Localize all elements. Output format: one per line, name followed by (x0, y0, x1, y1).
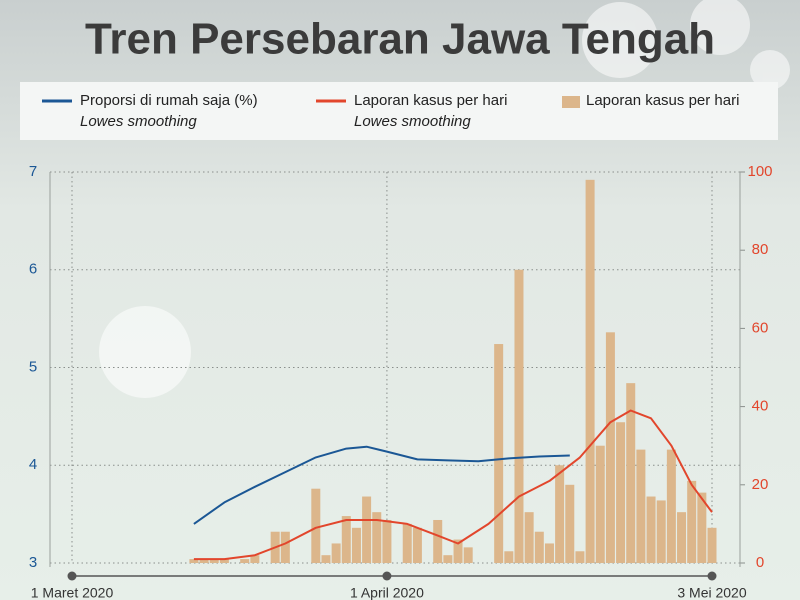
bar (453, 539, 463, 563)
bar (605, 332, 615, 563)
bar (514, 269, 524, 563)
bar (443, 555, 453, 563)
legend (20, 82, 778, 140)
bar (362, 496, 372, 563)
bar (219, 559, 229, 563)
bar (209, 559, 219, 563)
y2-tick-label: 100 (747, 163, 772, 180)
legend-note: Lowes smoothing (80, 113, 197, 130)
bar (250, 555, 260, 563)
bar (240, 559, 250, 563)
bar (504, 551, 514, 563)
y-tick-label: 3 (29, 554, 37, 571)
y-tick-label: 6 (29, 261, 37, 278)
bar (351, 527, 361, 563)
bar (697, 492, 707, 563)
bar (372, 512, 382, 563)
bar (494, 344, 504, 563)
bar (565, 484, 575, 563)
bar (280, 531, 290, 563)
bar (585, 179, 595, 563)
bar (575, 551, 585, 563)
y2-tick-label: 80 (752, 241, 769, 258)
legend-label: Laporan kasus per hari (586, 92, 739, 109)
bar (687, 480, 697, 563)
decoration (99, 0, 790, 398)
bar (189, 559, 199, 563)
x-tick (382, 571, 392, 581)
y2-tick-label: 20 (752, 476, 769, 493)
x-tick-label: 1 April 2020 (350, 585, 424, 600)
bar (626, 383, 636, 563)
bar (199, 559, 209, 563)
bar (341, 516, 351, 563)
line (193, 409, 713, 561)
bar (544, 543, 554, 563)
bar (636, 449, 646, 563)
chart-title: Tren Persebaran Jawa Tengah (85, 15, 715, 64)
y2-tick-label: 60 (752, 319, 769, 336)
bar (331, 543, 341, 563)
y-tick-label: 5 (29, 358, 37, 375)
bar (646, 496, 656, 563)
legend-swatch (562, 96, 580, 108)
x-tick (707, 571, 717, 581)
legend-note: Lowes smoothing (354, 113, 471, 130)
bar (656, 500, 666, 563)
y2-tick-label: 0 (756, 554, 764, 571)
line (193, 445, 570, 525)
x-tick-label: 1 Maret 2020 (31, 585, 114, 600)
bar (616, 422, 626, 563)
bar (707, 527, 717, 563)
bar (433, 519, 443, 563)
legend-label: Proporsi di rumah saja (%) (80, 92, 258, 109)
bar (311, 488, 321, 563)
x-tick (67, 571, 77, 581)
legend-label: Laporan kasus per hari (354, 92, 507, 109)
bar (402, 523, 412, 563)
bar (412, 527, 422, 563)
bar (524, 512, 534, 563)
x-tick-label: 3 Mei 2020 (677, 585, 746, 600)
bar (321, 555, 331, 563)
bar (555, 465, 565, 563)
y-tick-label: 7 (29, 163, 37, 180)
bar (463, 547, 473, 563)
y2-tick-label: 40 (752, 398, 769, 415)
bar (534, 531, 544, 563)
bar (595, 445, 605, 563)
bar (382, 519, 392, 563)
y-tick-label: 4 (29, 456, 37, 473)
bar (677, 512, 687, 563)
bar (666, 449, 676, 563)
